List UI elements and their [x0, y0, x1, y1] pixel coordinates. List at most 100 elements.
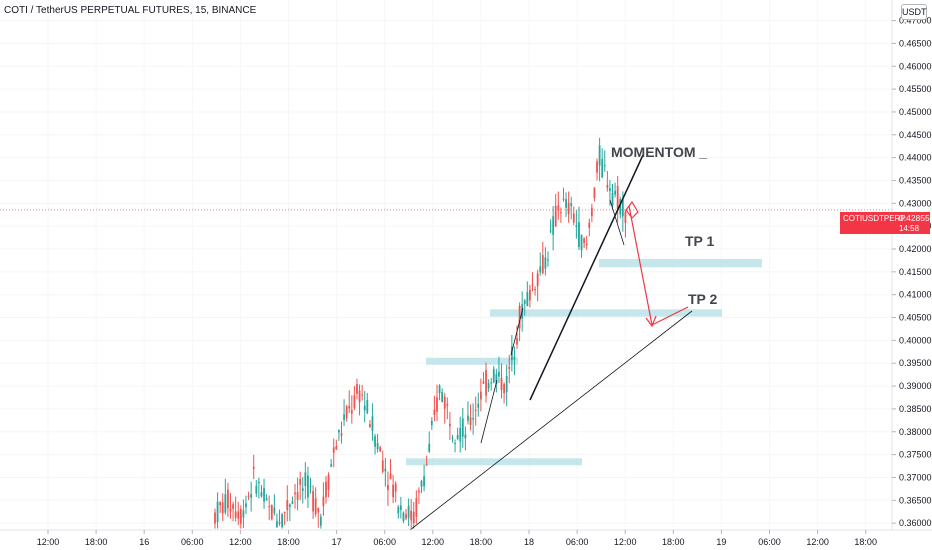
candle-body — [544, 257, 547, 269]
candles — [214, 137, 627, 529]
tp1-label: TP 1 — [685, 233, 715, 249]
support-zones — [406, 259, 762, 466]
time-tick-label: 06:00 — [373, 537, 396, 547]
support-zone — [490, 309, 722, 317]
candle-body — [472, 418, 475, 420]
candle-body — [428, 443, 431, 452]
candle-body — [361, 394, 364, 396]
candle-body — [606, 184, 609, 189]
candle-body — [583, 238, 586, 243]
candle-body — [459, 427, 462, 442]
grid — [0, 209, 892, 211]
candle-body — [301, 488, 304, 491]
candle-body — [239, 508, 242, 524]
candle-body — [619, 198, 622, 215]
candle-body — [234, 511, 237, 518]
candle-body — [593, 187, 596, 199]
momentum-marker — [625, 200, 639, 219]
price-tick-label: 0.40000 — [899, 335, 932, 345]
candle-body — [309, 485, 312, 487]
price-tick-label: 0.37500 — [899, 450, 932, 460]
candle-body — [268, 506, 271, 508]
candle-body — [402, 512, 405, 521]
candle-body — [392, 484, 395, 498]
candle-body — [250, 493, 253, 498]
candle-body — [454, 443, 456, 445]
candle-body — [482, 381, 485, 384]
candle-body — [609, 188, 611, 192]
price-tick-label: 0.43000 — [899, 198, 932, 208]
candle-body — [541, 255, 544, 274]
candle-body — [263, 488, 265, 502]
candle-body — [578, 222, 580, 248]
price-tick-label: 0.46500 — [899, 38, 932, 48]
candle-body — [405, 514, 407, 519]
price-tick-label: 0.44500 — [899, 130, 932, 140]
candle-body — [343, 414, 345, 420]
candle-body — [389, 473, 392, 480]
candle-body — [436, 397, 438, 412]
candle-body — [503, 384, 505, 394]
price-axis: 0.47000 0.46500 0.46000 0.45500 0.45000 0.445… — [891, 0, 932, 530]
candle-body — [394, 483, 397, 492]
candle-body — [381, 460, 384, 472]
candle-body — [492, 368, 495, 383]
candle-body — [384, 468, 387, 472]
candle-body — [477, 403, 480, 408]
currency-button[interactable]: USDT — [901, 4, 927, 20]
candle-body — [260, 492, 263, 497]
candle-body — [257, 481, 260, 484]
candle-body — [572, 213, 575, 223]
candle-body — [221, 502, 224, 514]
candle-body — [286, 500, 289, 510]
candle-body — [464, 434, 467, 439]
time-tick-label: 12:00 — [806, 537, 829, 547]
price-tick-label: 0.40500 — [899, 313, 932, 323]
minor-trendline — [510, 307, 524, 356]
candle-body — [516, 337, 518, 345]
price-tick-label: 0.46000 — [899, 61, 932, 71]
trendlines — [409, 154, 693, 531]
candle-body — [348, 405, 351, 409]
candle-body — [539, 266, 542, 273]
candle-body — [232, 504, 234, 509]
time-tick-label: 06:00 — [566, 537, 589, 547]
candle-body — [495, 373, 498, 385]
price-tick-label: 0.39500 — [899, 358, 932, 368]
candle-body — [430, 420, 433, 426]
candle-body — [288, 504, 291, 507]
candle-body — [598, 145, 601, 166]
candle-body — [219, 502, 222, 506]
candle-body — [368, 424, 371, 428]
candle-body — [216, 501, 219, 522]
candle-body — [270, 505, 273, 520]
candle-body — [467, 415, 469, 421]
candle-body — [214, 512, 216, 524]
candle-body — [322, 496, 325, 507]
candle-body — [335, 445, 338, 450]
support-zone — [406, 458, 582, 466]
candle-body — [490, 382, 493, 384]
candle-body — [283, 511, 286, 514]
candle-body — [276, 521, 278, 527]
candle-body — [580, 234, 583, 251]
candle-body — [523, 300, 526, 304]
candle-body — [247, 495, 250, 497]
candle-body — [237, 511, 240, 519]
candle-body — [451, 437, 454, 439]
time-tick-label: 12:00 — [614, 537, 637, 547]
candle-body — [252, 466, 255, 469]
tp2-label: TP 2 — [688, 291, 718, 307]
price-tag-bg — [840, 212, 930, 234]
candle-body — [296, 492, 299, 500]
candle-body — [358, 390, 361, 403]
time-axis: 12:00 18:00 16 06:00 12:00 18:00 17 06:00 12:00 1… — [0, 529, 932, 547]
candle-body — [534, 289, 536, 291]
candle-body — [562, 198, 565, 200]
minor-trendline — [609, 199, 625, 246]
candle-body — [423, 476, 425, 487]
candle-body — [229, 508, 232, 512]
candle-body — [433, 409, 436, 415]
candle-body — [547, 259, 549, 261]
